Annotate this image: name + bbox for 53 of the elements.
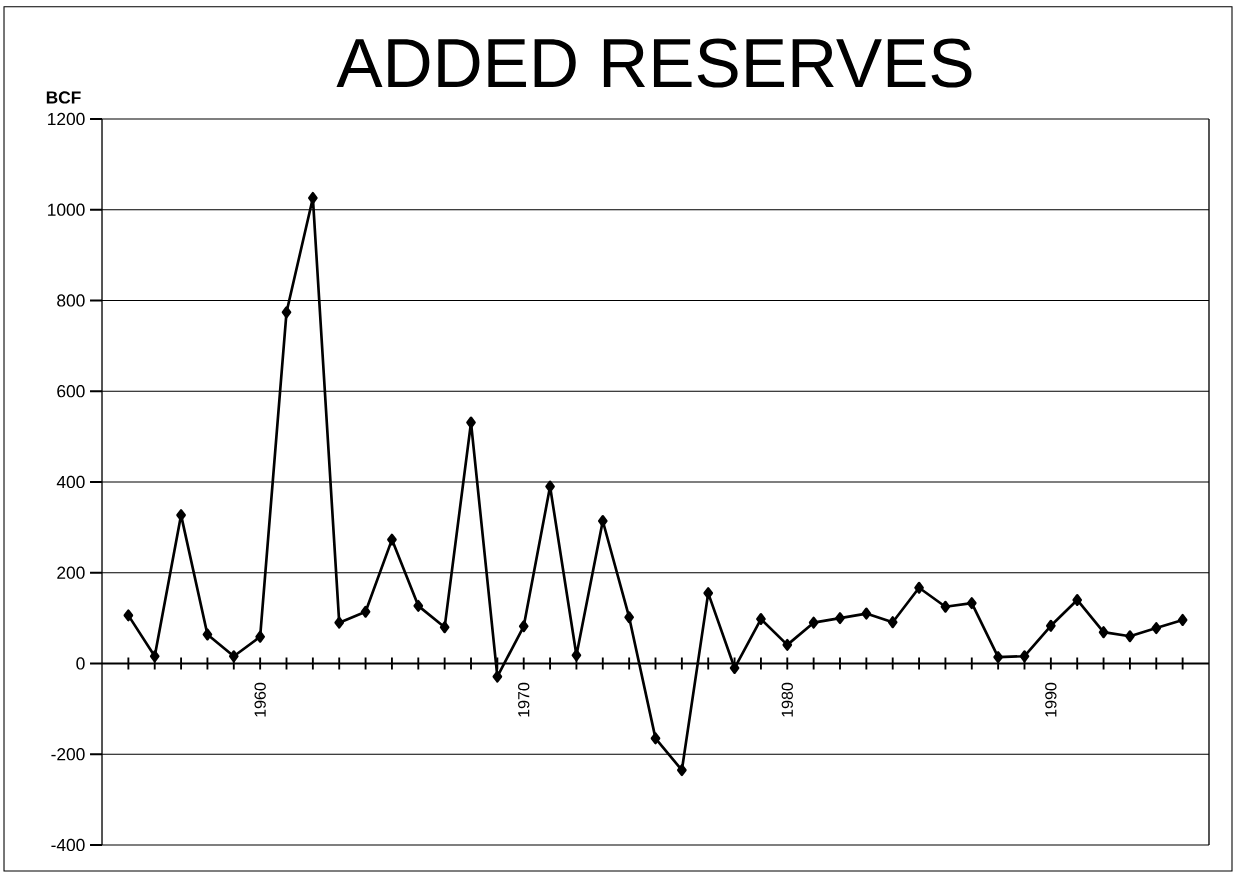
point (334, 616, 345, 629)
point (703, 587, 714, 600)
y-tick-label: 600 (57, 385, 85, 398)
x-tick-label: 1970 (518, 682, 530, 717)
point (914, 581, 924, 594)
point (308, 191, 318, 204)
y-tick-label: 0 (76, 657, 85, 670)
point (1151, 622, 1162, 635)
x-tick-label: 1980 (781, 682, 793, 717)
point (1019, 650, 1030, 663)
y-tick-label: 200 (57, 566, 85, 579)
point (413, 599, 424, 612)
y-tick-label: 800 (57, 294, 85, 307)
point (650, 732, 661, 745)
point (1125, 630, 1135, 643)
y-tick-label: 1200 (48, 112, 85, 126)
point (360, 605, 371, 618)
point (756, 613, 766, 626)
point (123, 609, 134, 622)
point (966, 597, 977, 610)
point (808, 616, 819, 629)
point (940, 600, 951, 613)
point (202, 628, 213, 641)
point (466, 416, 476, 429)
point (835, 612, 845, 625)
y-tick-label: -400 (51, 838, 85, 852)
point (518, 620, 529, 633)
point (624, 611, 634, 624)
point (729, 662, 740, 675)
point (228, 650, 239, 663)
y-axis-title: BCF (46, 91, 81, 104)
point (571, 649, 582, 662)
point (1072, 593, 1083, 606)
point (993, 651, 1003, 664)
point (782, 638, 793, 651)
point (1046, 619, 1056, 632)
point (387, 533, 397, 546)
y-tick-label: -200 (51, 748, 85, 761)
point (439, 621, 450, 634)
point (887, 616, 898, 629)
point (492, 670, 503, 683)
y-tick-label: 400 (56, 475, 85, 489)
x-tick-label: 1990 (1045, 682, 1057, 717)
point (1177, 613, 1188, 626)
point (1098, 626, 1109, 639)
point (281, 306, 292, 319)
point (861, 607, 872, 620)
point (255, 630, 265, 643)
point (677, 764, 687, 777)
y-tick-label: 1000 (48, 203, 85, 216)
x-tick-label: 1960 (254, 682, 266, 717)
point (149, 650, 160, 663)
chart-title: ADDED RESERVES (336, 38, 972, 88)
